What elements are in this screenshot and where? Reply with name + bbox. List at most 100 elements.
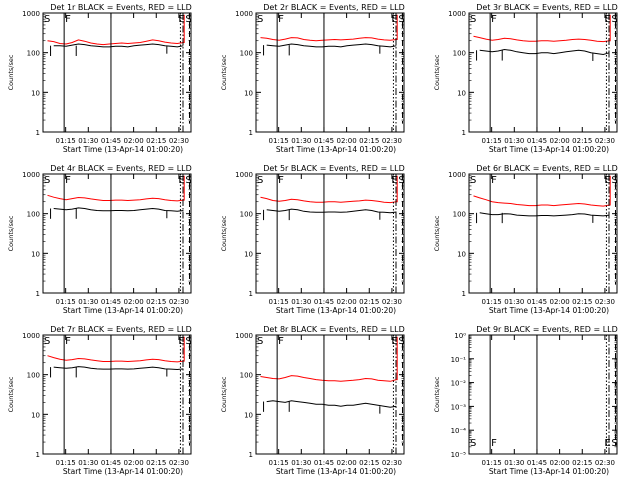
events-series-line	[266, 208, 397, 214]
marker-label-e: E	[391, 175, 397, 186]
x-tick-label: 01:45	[314, 137, 334, 145]
y-tick-label: 10	[31, 89, 40, 97]
y-tick-label: 10⁻²	[451, 380, 467, 388]
x-tick-label: 02:30	[595, 298, 615, 306]
marker-label-s: S	[257, 14, 263, 25]
x-tick-label: 01:30	[291, 137, 311, 145]
x-tick-label: 01:15	[269, 298, 289, 306]
x-tick-label: 01:45	[527, 137, 547, 145]
x-axis-label: Start Time (13-Apr-14 01:00:20)	[489, 145, 609, 154]
marker-label-f: F	[65, 175, 71, 186]
x-axis-label: Start Time (13-Apr-14 01:00:20)	[63, 306, 183, 315]
y-tick-label: 10	[31, 411, 40, 419]
panel-title: Det 5r BLACK = Events, RED = LLD	[263, 164, 405, 173]
x-tick-label: 01:45	[527, 298, 547, 306]
panel-4: Det 4r BLACK = Events, RED = LLD 1 10 100 10…	[7, 164, 192, 315]
y-tick-label: 100	[453, 50, 466, 58]
y-axis-label: Counts/sec	[220, 54, 228, 90]
x-tick-label: 02:00	[337, 137, 357, 145]
x-tick-label: 01:30	[504, 298, 524, 306]
marker-label-s: S	[257, 175, 263, 186]
marker-label-f: F	[278, 14, 284, 25]
y-axis-label: Counts/sec	[220, 376, 228, 412]
x-tick-label: 02:00	[124, 137, 144, 145]
panel-3: Det 3r BLACK = Events, RED = LLD 1 10 100 10…	[433, 3, 618, 154]
y-tick-label: 10	[244, 89, 253, 97]
x-tick-label: 02:30	[595, 459, 615, 467]
lld-series-line	[473, 175, 611, 207]
marker-label-e: E	[178, 14, 184, 25]
x-axis-label: Start Time (13-Apr-14 01:00:20)	[276, 467, 396, 476]
panel-9: Det 9r BLACK = Events, RED = LLD 10⁻⁵ 10⁻⁴…	[433, 325, 618, 476]
marker-label-s: S	[470, 438, 476, 449]
x-tick-label: 01:15	[56, 137, 76, 145]
x-tick-label: 01:30	[291, 459, 311, 467]
y-tick-label: 10⁻³	[451, 403, 467, 411]
x-tick-label: 02:00	[550, 298, 570, 306]
marker-label-s-end: S	[398, 175, 404, 186]
panel-title: Det 1r BLACK = Events, RED = LLD	[50, 3, 192, 12]
x-tick-label: 02:15	[572, 459, 592, 467]
x-tick-label: 02:00	[337, 459, 357, 467]
y-tick-label: 100	[453, 211, 466, 219]
y-tick-label: 1	[36, 129, 40, 137]
y-tick-label: 1	[462, 129, 466, 137]
lld-series-line	[47, 336, 185, 363]
plot-frame	[468, 173, 618, 294]
x-tick-label: 02:30	[169, 137, 189, 145]
y-tick-label: 10⁻¹	[451, 356, 467, 364]
panel-2: Det 2r BLACK = Events, RED = LLD 1 10 100 10…	[220, 3, 405, 154]
x-tick-label: 02:00	[550, 137, 570, 145]
marker-label-s-end: S	[185, 175, 191, 186]
x-tick-label: 01:45	[527, 459, 547, 467]
marker-label-e: E	[604, 438, 610, 449]
marker-label-s-end: S	[611, 438, 617, 449]
marker-label-s-end: S	[611, 175, 617, 186]
x-tick-label: 02:15	[146, 137, 166, 145]
y-tick-label: 1	[462, 290, 466, 298]
x-axis-label: Start Time (13-Apr-14 01:00:20)	[63, 145, 183, 154]
panel-1: Det 1r BLACK = Events, RED = LLD 1 10 100 10…	[7, 3, 192, 154]
x-tick-label: 02:15	[359, 137, 379, 145]
x-tick-label: 02:15	[146, 459, 166, 467]
x-tick-label: 02:30	[382, 137, 402, 145]
y-tick-label: 1	[249, 129, 253, 137]
y-tick-label: 1000	[22, 10, 40, 18]
x-tick-label: 01:45	[314, 459, 334, 467]
x-tick-label: 02:30	[382, 298, 402, 306]
y-tick-label: 10	[244, 411, 253, 419]
x-tick-label: 02:00	[124, 459, 144, 467]
x-tick-label: 01:45	[101, 459, 121, 467]
x-tick-label: 01:15	[482, 298, 502, 306]
lld-series-line	[260, 336, 398, 382]
x-tick-label: 02:15	[572, 137, 592, 145]
x-tick-label: 02:15	[146, 298, 166, 306]
marker-label-s: S	[44, 336, 50, 347]
events-series-line	[479, 212, 610, 217]
marker-label-s-end: S	[185, 14, 191, 25]
lld-series-line	[47, 14, 185, 46]
marker-label-s-end: S	[611, 14, 617, 25]
y-axis-label: Counts/sec	[433, 376, 441, 412]
x-axis-label: Start Time (13-Apr-14 01:00:20)	[489, 467, 609, 476]
y-axis-label: Counts/sec	[7, 54, 15, 90]
y-tick-label: 1000	[235, 10, 253, 18]
y-axis-label: Counts/sec	[7, 376, 15, 412]
y-tick-label: 1	[36, 451, 40, 459]
y-tick-label: 10	[457, 89, 466, 97]
y-tick-label: 1000	[235, 171, 253, 179]
y-tick-label: 1000	[22, 171, 40, 179]
panel-title: Det 3r BLACK = Events, RED = LLD	[476, 3, 618, 12]
lld-series-line	[260, 175, 398, 204]
x-tick-label: 02:00	[550, 459, 570, 467]
y-tick-label: 100	[27, 50, 40, 58]
y-tick-label: 1000	[448, 171, 466, 179]
y-tick-label: 1000	[448, 10, 466, 18]
plot-frame	[42, 12, 192, 133]
x-tick-label: 01:15	[269, 137, 289, 145]
x-tick-label: 01:45	[101, 298, 121, 306]
panel-7: Det 7r BLACK = Events, RED = LLD 1 10 100 10…	[7, 325, 192, 476]
panel-title: Det 9r BLACK = Events, RED = LLD	[476, 325, 618, 334]
panel-6: Det 6r BLACK = Events, RED = LLD 1 10 100 10…	[433, 164, 618, 315]
